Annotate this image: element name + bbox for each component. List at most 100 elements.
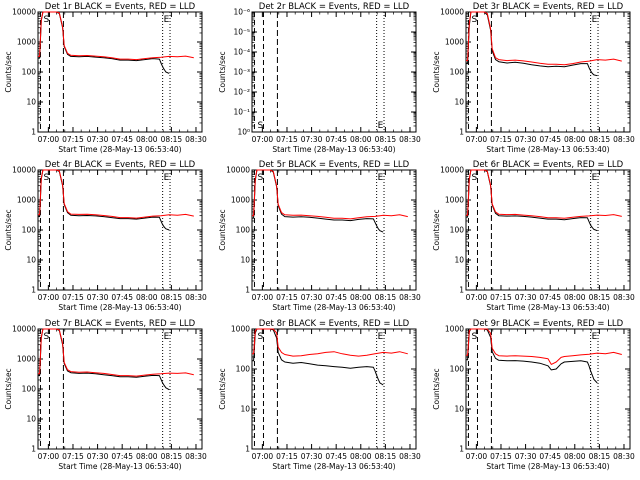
y-tick-label: 1 — [459, 128, 464, 137]
x-tick-label: 08:00 — [350, 135, 372, 144]
y-tick-label: 1 — [31, 128, 36, 137]
start-flag-label: S — [257, 173, 263, 183]
lld-series-line — [252, 169, 408, 220]
x-tick-label: 07:30 — [301, 293, 323, 302]
panel-title: Det 2r BLACK = Events, RED = LLD — [259, 2, 410, 12]
plot-frame — [465, 328, 631, 450]
x-axis-label: Start Time (28-May-13 06:53:40) — [486, 145, 609, 154]
end-flag-label: E — [378, 173, 384, 183]
x-tick-label: 07:00 — [466, 135, 488, 144]
y-tick-label: 10000 — [440, 166, 464, 175]
x-tick-label: 07:15 — [490, 452, 512, 461]
panel-title: Det 5r BLACK = Events, RED = LLD — [259, 160, 410, 170]
y-axis-label: Counts/sec — [432, 209, 441, 250]
x-tick-label: 07:45 — [539, 452, 561, 461]
x-tick-label: 07:45 — [325, 452, 347, 461]
y-tick-label: 1 — [31, 286, 36, 295]
start-flag-label: S — [43, 15, 49, 25]
x-tick-label: 07:00 — [38, 452, 60, 461]
y-tick-label: 10 — [454, 98, 464, 107]
panel-title: Det 9r BLACK = Events, RED = LLD — [473, 319, 624, 329]
y-tick-label: 10 — [454, 256, 464, 265]
y-tick-label: 10 — [240, 405, 250, 414]
end-flag-label: E — [164, 332, 170, 342]
x-tick-label: 08:00 — [136, 135, 158, 144]
x-tick-label: 08:15 — [161, 293, 183, 302]
y-tick-label: 100 — [22, 385, 37, 394]
y-tick-label: 10000 — [226, 166, 250, 175]
lld-series-line — [466, 328, 622, 365]
y-axis-label: Counts/sec — [4, 209, 13, 250]
x-axis-label: Start Time (28-May-13 06:53:40) — [58, 462, 181, 471]
events-series-line — [252, 169, 384, 233]
y-axis-label: Counts/sec — [432, 51, 441, 92]
x-tick-label: 07:30 — [87, 452, 109, 461]
x-tick-label: 07:30 — [87, 135, 109, 144]
x-tick-label: 08:30 — [185, 293, 207, 302]
x-tick-label: 07:15 — [62, 293, 84, 302]
x-tick-label: 07:15 — [490, 293, 512, 302]
end-flag-label: E — [592, 332, 598, 342]
events-series-line — [466, 169, 598, 232]
y-tick-label: 10⁻⁵ — [233, 28, 250, 37]
x-tick-label: 08:00 — [564, 452, 586, 461]
x-tick-label: 08:00 — [136, 293, 158, 302]
x-tick-label: 07:00 — [252, 452, 274, 461]
events-series-line — [252, 328, 384, 386]
x-tick-label: 07:30 — [87, 293, 109, 302]
x-tick-label: 08:00 — [136, 452, 158, 461]
y-tick-label: 1000 — [445, 325, 464, 334]
y-tick-label: 100 — [450, 365, 465, 374]
y-tick-label: 10 — [240, 256, 250, 265]
x-tick-label: 08:30 — [399, 135, 421, 144]
x-tick-label: 07:00 — [38, 135, 60, 144]
start-flag-label: S — [257, 121, 263, 131]
y-tick-label: 10000 — [440, 8, 464, 17]
x-tick-label: 07:45 — [111, 452, 133, 461]
x-tick-label: 07:00 — [466, 452, 488, 461]
x-tick-label: 07:30 — [301, 452, 323, 461]
detector-panel-4: Det 4r BLACK = Events, RED = LLD 1 10 100 10… — [4, 160, 207, 312]
x-tick-label: 07:30 — [515, 135, 537, 144]
x-tick-label: 07:15 — [62, 452, 84, 461]
y-tick-label: 100 — [22, 68, 37, 77]
y-tick-label: 10 — [26, 256, 36, 265]
x-tick-label: 08:15 — [161, 135, 183, 144]
panel-title: Det 7r BLACK = Events, RED = LLD — [45, 319, 196, 329]
plot-frame — [251, 11, 417, 133]
y-tick-label: 100 — [236, 226, 251, 235]
x-tick-label: 07:15 — [276, 135, 298, 144]
y-tick-label: 1 — [245, 286, 250, 295]
y-tick-label: 10000 — [12, 166, 36, 175]
y-tick-label: 1000 — [231, 325, 250, 334]
x-tick-label: 08:15 — [375, 135, 397, 144]
x-tick-label: 08:15 — [161, 452, 183, 461]
detector-panel-3: Det 3r BLACK = Events, RED = LLD 1 10 100 10… — [432, 2, 635, 154]
end-flag-label: E — [164, 15, 170, 25]
x-tick-label: 08:30 — [399, 452, 421, 461]
y-tick-label: 10000 — [12, 325, 36, 334]
detector-panel-1: Det 1r BLACK = Events, RED = LLD 1 10 100 10… — [4, 2, 207, 154]
y-tick-label: 1 — [31, 445, 36, 454]
y-axis-label: Counts/sec — [4, 368, 13, 409]
end-flag-label: E — [592, 173, 598, 183]
y-tick-label: 100 — [236, 365, 251, 374]
x-tick-label: 08:30 — [185, 452, 207, 461]
x-tick-label: 07:45 — [111, 135, 133, 144]
events-series-line — [38, 328, 170, 391]
end-flag-label: E — [592, 15, 598, 25]
x-tick-label: 07:45 — [325, 135, 347, 144]
y-axis-label: Counts/sec — [218, 209, 227, 250]
x-tick-label: 08:30 — [185, 135, 207, 144]
y-axis-label: Counts/sec — [432, 368, 441, 409]
detector-panel-9: Det 9r BLACK = Events, RED = LLD 1 10 100 10… — [432, 319, 635, 471]
y-tick-label: 1000 — [17, 196, 36, 205]
y-tick-label: 10⁻³ — [233, 68, 250, 77]
y-axis-label: Counts/sec — [218, 51, 227, 92]
events-series-line — [466, 328, 598, 384]
x-axis-label: Start Time (28-May-13 06:53:40) — [486, 303, 609, 312]
x-axis-label: Start Time (28-May-13 06:53:40) — [272, 145, 395, 154]
x-tick-label: 08:00 — [564, 135, 586, 144]
x-tick-label: 07:45 — [539, 293, 561, 302]
